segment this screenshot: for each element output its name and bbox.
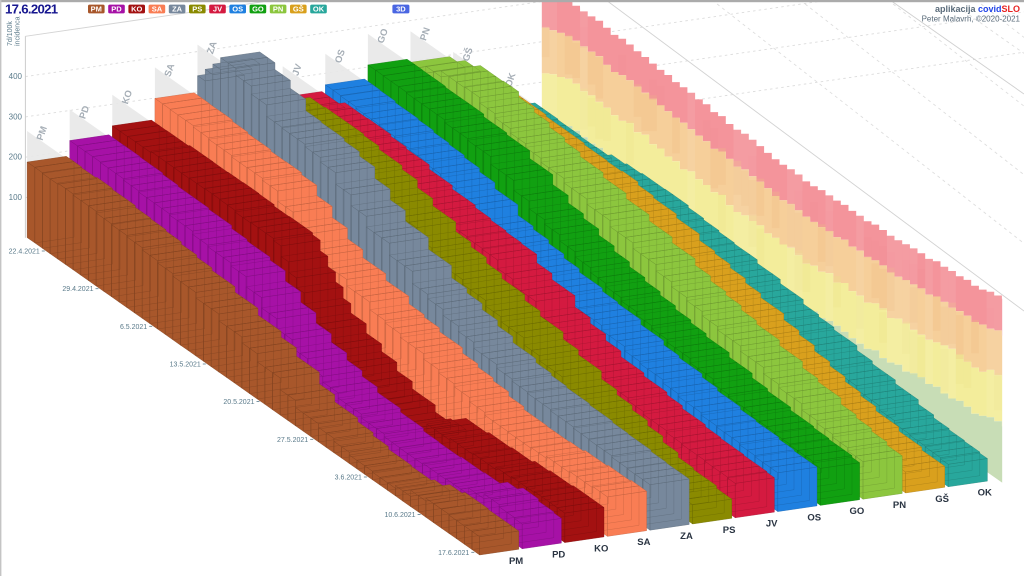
svg-text:GŠ: GŠ — [293, 5, 304, 14]
svg-text:13.5.2021: 13.5.2021 — [170, 362, 201, 369]
svg-text:22.4.2021: 22.4.2021 — [9, 249, 40, 256]
svg-text:GO: GO — [376, 27, 391, 45]
svg-text:OS: OS — [333, 48, 348, 65]
svg-text:KO: KO — [131, 5, 142, 14]
svg-text:400: 400 — [9, 72, 23, 81]
svg-text:PD: PD — [552, 550, 565, 561]
svg-text:300: 300 — [9, 112, 23, 121]
svg-text:17.6.2021: 17.6.2021 — [438, 550, 469, 557]
svg-text:OK: OK — [313, 5, 325, 14]
svg-text:6.5.2021: 6.5.2021 — [120, 324, 147, 331]
svg-text:GO: GO — [252, 5, 264, 14]
svg-text:20.5.2021: 20.5.2021 — [223, 399, 254, 406]
svg-text:KO: KO — [120, 89, 135, 106]
svg-text:Peter Malavrh, ©2020-2021: Peter Malavrh, ©2020-2021 — [922, 15, 1021, 24]
svg-text:PM: PM — [35, 125, 50, 142]
svg-text:PN: PN — [418, 26, 433, 42]
svg-text:OK: OK — [978, 488, 992, 499]
svg-text:OS: OS — [807, 512, 821, 523]
svg-text:SA: SA — [152, 5, 163, 14]
svg-text:29.4.2021: 29.4.2021 — [62, 286, 93, 293]
svg-text:3D: 3D — [396, 5, 406, 14]
svg-text:ZA: ZA — [205, 40, 220, 56]
svg-text:PM: PM — [91, 5, 102, 14]
svg-text:OS: OS — [232, 5, 243, 14]
svg-text:GO: GO — [850, 506, 865, 517]
svg-text:PD: PD — [111, 5, 122, 14]
svg-text:SA: SA — [637, 537, 650, 548]
svg-text:GŠ: GŠ — [935, 493, 949, 505]
svg-text:200: 200 — [9, 153, 23, 162]
svg-text:100: 100 — [9, 193, 23, 202]
svg-text:KO: KO — [594, 543, 608, 554]
svg-text:PN: PN — [893, 500, 906, 511]
svg-text:incidenca: incidenca — [15, 16, 22, 46]
svg-text:JV: JV — [766, 519, 778, 530]
svg-text:aplikacija covidSLO: aplikacija covidSLO — [935, 4, 1020, 14]
svg-text:PS: PS — [192, 5, 202, 14]
svg-text:PD: PD — [77, 104, 92, 120]
svg-text:GŠ: GŠ — [460, 46, 476, 63]
svg-text:ZA: ZA — [172, 5, 183, 14]
svg-text:PM: PM — [509, 556, 523, 567]
svg-text:17.6.2021: 17.6.2021 — [5, 2, 58, 17]
svg-text:3.6.2021: 3.6.2021 — [335, 475, 362, 482]
svg-text:7d/100k: 7d/100k — [7, 21, 14, 46]
svg-text:JV: JV — [213, 5, 222, 14]
svg-text:ZA: ZA — [680, 531, 693, 542]
svg-text:10.6.2021: 10.6.2021 — [384, 512, 415, 519]
svg-text:JV: JV — [290, 62, 304, 77]
svg-text:27.5.2021: 27.5.2021 — [277, 437, 308, 444]
svg-text:PS: PS — [723, 525, 736, 536]
svg-text:SA: SA — [163, 62, 178, 78]
svg-text:PN: PN — [273, 5, 283, 14]
